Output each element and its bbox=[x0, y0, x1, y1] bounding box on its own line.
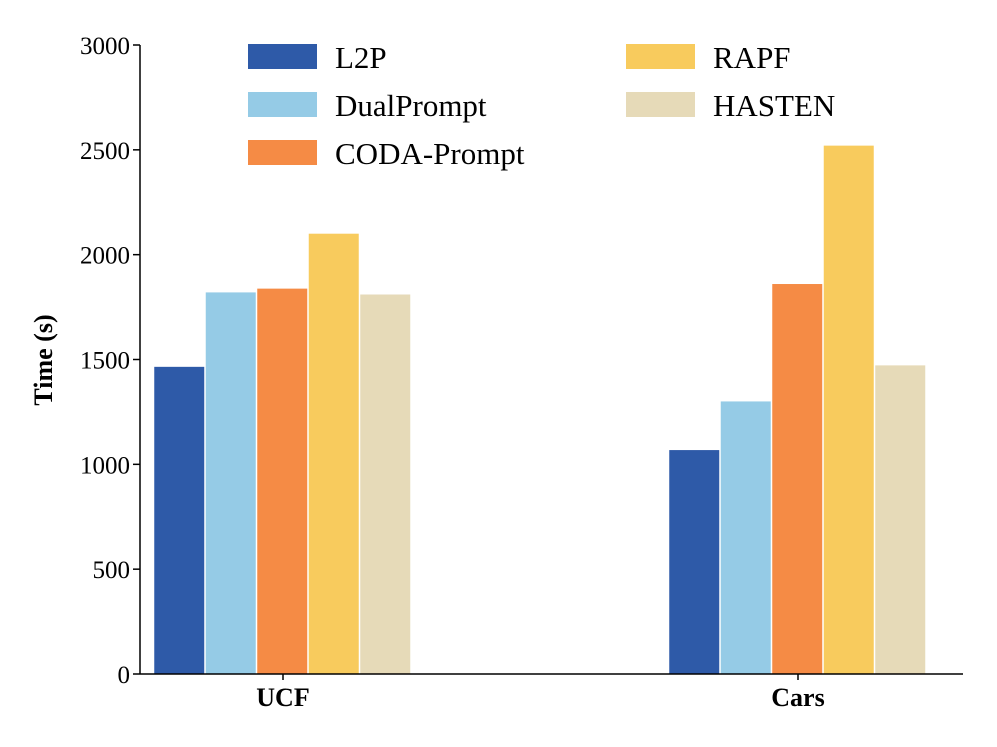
y-ticks-group: 0 500 1000 1500 2000 2500 3000 bbox=[80, 33, 140, 689]
legend-label-rapf: RAPF bbox=[713, 40, 791, 75]
legend-label-dualprompt: DualPrompt bbox=[335, 88, 487, 123]
legend: L2P DualPrompt CODA-Prompt RAPF HASTEN bbox=[248, 40, 835, 171]
y-tick-label: 2500 bbox=[80, 138, 130, 165]
y-tick-label: 3000 bbox=[80, 33, 130, 60]
y-tick-label: 2000 bbox=[80, 243, 130, 270]
bar-dualprompt-ucf bbox=[205, 292, 256, 674]
bar-dualprompt-cars bbox=[720, 401, 771, 674]
legend-label-hasten: HASTEN bbox=[713, 88, 835, 123]
y-tick-label: 0 bbox=[118, 662, 131, 689]
x-tick-label-cars: Cars bbox=[771, 683, 824, 712]
legend-swatch-rapf bbox=[626, 44, 695, 69]
bars-group bbox=[154, 145, 926, 674]
legend-swatch-l2p bbox=[248, 44, 317, 69]
legend-swatch-dualprompt bbox=[248, 92, 317, 117]
legend-label-coda-prompt: CODA-Prompt bbox=[335, 136, 525, 171]
legend-swatch-coda-prompt bbox=[248, 140, 317, 165]
y-tick-label: 500 bbox=[93, 557, 131, 584]
bar-hasten-ucf bbox=[360, 294, 411, 674]
legend-label-l2p: L2P bbox=[335, 40, 387, 75]
y-axis-title: Time (s) bbox=[29, 314, 58, 405]
bar-l2p-ucf bbox=[154, 366, 205, 674]
bar-hasten-cars bbox=[875, 365, 926, 674]
x-labels-group: UCF Cars bbox=[256, 674, 825, 712]
x-tick-label-ucf: UCF bbox=[256, 683, 309, 712]
bar-rapf-ucf bbox=[308, 233, 359, 674]
legend-swatch-hasten bbox=[626, 92, 695, 117]
bar-coda-prompt-cars bbox=[772, 284, 823, 674]
y-tick-label: 1500 bbox=[80, 348, 130, 375]
bar-rapf-cars bbox=[823, 145, 874, 674]
bar-l2p-cars bbox=[669, 450, 720, 674]
bar-coda-prompt-ucf bbox=[257, 288, 308, 674]
y-tick-label: 1000 bbox=[80, 452, 130, 479]
